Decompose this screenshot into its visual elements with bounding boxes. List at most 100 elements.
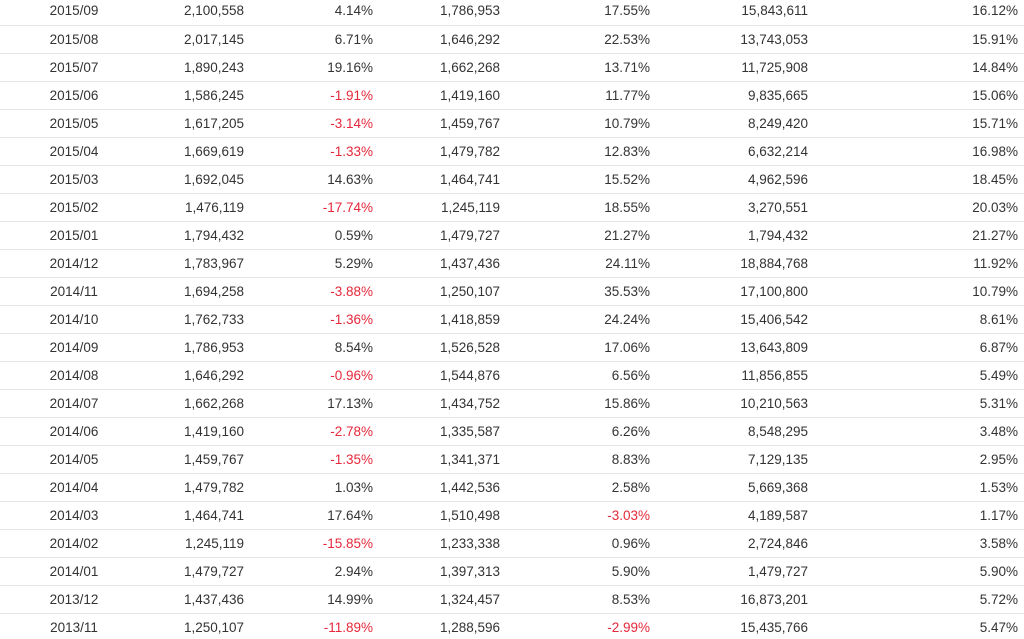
value-cell-6: 10.79%	[872, 277, 1024, 306]
table-row: 2014/02 1,245,119 -15.85% 1,233,338 0.96…	[0, 529, 1024, 558]
month-cell: 2015/05	[0, 109, 148, 138]
month-cell: 2014/01	[0, 557, 148, 586]
value-cell-3: 1,434,752	[435, 389, 580, 418]
value-cell-2: -1.91%	[288, 81, 435, 110]
value-cell-6: 5.90%	[872, 557, 1024, 586]
table-row: 2015/01 1,794,432 0.59% 1,479,727 21.27%…	[0, 221, 1024, 250]
value-cell-1: 1,245,119	[148, 529, 288, 558]
value-cell-4: 12.83%	[580, 137, 726, 166]
value-cell-6: 21.27%	[872, 221, 1024, 250]
value-cell-4: 18.55%	[580, 193, 726, 222]
value-cell-3: 1,510,498	[435, 501, 580, 530]
value-cell-6: 1.53%	[872, 473, 1024, 502]
month-cell: 2015/04	[0, 137, 148, 166]
month-cell: 2014/02	[0, 529, 148, 558]
table-row: 2015/03 1,692,045 14.63% 1,464,741 15.52…	[0, 165, 1024, 194]
value-cell-4: -3.03%	[580, 501, 726, 530]
value-cell-6: 6.87%	[872, 333, 1024, 362]
value-cell-6: 11.92%	[872, 249, 1024, 278]
value-cell-1: 1,662,268	[148, 389, 288, 418]
value-cell-5: 15,406,542	[726, 305, 872, 334]
month-cell: 2015/01	[0, 221, 148, 250]
value-cell-4: 13.71%	[580, 53, 726, 82]
value-cell-1: 1,669,619	[148, 137, 288, 166]
value-cell-2: -1.33%	[288, 137, 435, 166]
value-cell-2: 14.63%	[288, 165, 435, 194]
table-row: 2015/06 1,586,245 -1.91% 1,419,160 11.77…	[0, 81, 1024, 110]
value-cell-3: 1,437,436	[435, 249, 580, 278]
value-cell-2: -2.78%	[288, 417, 435, 446]
value-cell-1: 1,617,205	[148, 109, 288, 138]
value-cell-2: -3.14%	[288, 109, 435, 138]
month-cell: 2014/10	[0, 305, 148, 334]
value-cell-5: 7,129,135	[726, 445, 872, 474]
table-row: 2015/02 1,476,119 -17.74% 1,245,119 18.5…	[0, 193, 1024, 222]
value-cell-3: 1,288,596	[435, 613, 580, 639]
value-cell-5: 5,669,368	[726, 473, 872, 502]
value-cell-6: 8.61%	[872, 305, 1024, 334]
value-cell-4: 17.55%	[580, 0, 726, 26]
table-row: 2014/11 1,694,258 -3.88% 1,250,107 35.53…	[0, 277, 1024, 306]
month-cell: 2014/08	[0, 361, 148, 390]
table-row: 2015/07 1,890,243 19.16% 1,662,268 13.71…	[0, 53, 1024, 82]
table-row: 2014/09 1,786,953 8.54% 1,526,528 17.06%…	[0, 333, 1024, 362]
value-cell-1: 1,692,045	[148, 165, 288, 194]
month-cell: 2013/11	[0, 613, 148, 639]
value-cell-4: 10.79%	[580, 109, 726, 138]
value-cell-3: 1,442,536	[435, 473, 580, 502]
value-cell-4: 21.27%	[580, 221, 726, 250]
table-row: 2013/11 1,250,107 -11.89% 1,288,596 -2.9…	[0, 613, 1024, 639]
value-cell-2: -17.74%	[288, 193, 435, 222]
value-cell-2: 4.14%	[288, 0, 435, 26]
value-cell-2: -1.35%	[288, 445, 435, 474]
value-cell-5: 10,210,563	[726, 389, 872, 418]
value-cell-5: 8,548,295	[726, 417, 872, 446]
value-cell-4: 15.52%	[580, 165, 726, 194]
value-cell-1: 1,646,292	[148, 361, 288, 390]
value-cell-4: 24.24%	[580, 305, 726, 334]
table-row: 2015/09 2,100,558 4.14% 1,786,953 17.55%…	[0, 0, 1024, 26]
value-cell-5: 2,724,846	[726, 529, 872, 558]
value-cell-2: -1.36%	[288, 305, 435, 334]
value-cell-2: 6.71%	[288, 25, 435, 54]
value-cell-5: 11,725,908	[726, 53, 872, 82]
value-cell-6: 5.47%	[872, 613, 1024, 639]
month-cell: 2015/09	[0, 0, 148, 26]
value-cell-3: 1,786,953	[435, 0, 580, 26]
value-cell-1: 1,794,432	[148, 221, 288, 250]
table-row: 2014/08 1,646,292 -0.96% 1,544,876 6.56%…	[0, 361, 1024, 390]
value-cell-4: 0.96%	[580, 529, 726, 558]
value-cell-6: 3.48%	[872, 417, 1024, 446]
table-row: 2013/12 1,437,436 14.99% 1,324,457 8.53%…	[0, 585, 1024, 614]
value-cell-2: 2.94%	[288, 557, 435, 586]
value-cell-5: 4,962,596	[726, 165, 872, 194]
value-cell-3: 1,250,107	[435, 277, 580, 306]
value-cell-5: 1,794,432	[726, 221, 872, 250]
value-cell-3: 1,341,371	[435, 445, 580, 474]
value-cell-6: 16.98%	[872, 137, 1024, 166]
table-row: 2015/04 1,669,619 -1.33% 1,479,782 12.83…	[0, 137, 1024, 166]
value-cell-3: 1,662,268	[435, 53, 580, 82]
value-cell-2: 17.13%	[288, 389, 435, 418]
value-cell-6: 5.49%	[872, 361, 1024, 390]
month-cell: 2014/06	[0, 417, 148, 446]
value-cell-1: 1,479,727	[148, 557, 288, 586]
value-cell-2: 5.29%	[288, 249, 435, 278]
value-cell-6: 5.72%	[872, 585, 1024, 614]
table-row: 2015/05 1,617,205 -3.14% 1,459,767 10.79…	[0, 109, 1024, 138]
value-cell-4: 24.11%	[580, 249, 726, 278]
value-cell-5: 13,643,809	[726, 333, 872, 362]
value-cell-6: 16.12%	[872, 0, 1024, 26]
table-row: 2015/08 2,017,145 6.71% 1,646,292 22.53%…	[0, 25, 1024, 54]
value-cell-1: 1,250,107	[148, 613, 288, 639]
value-cell-1: 1,694,258	[148, 277, 288, 306]
value-cell-5: 18,884,768	[726, 249, 872, 278]
table-row: 2014/07 1,662,268 17.13% 1,434,752 15.86…	[0, 389, 1024, 418]
value-cell-5: 1,479,727	[726, 557, 872, 586]
value-cell-6: 18.45%	[872, 165, 1024, 194]
value-cell-3: 1,324,457	[435, 585, 580, 614]
value-cell-2: 0.59%	[288, 221, 435, 250]
value-cell-2: -0.96%	[288, 361, 435, 390]
value-cell-3: 1,335,587	[435, 417, 580, 446]
